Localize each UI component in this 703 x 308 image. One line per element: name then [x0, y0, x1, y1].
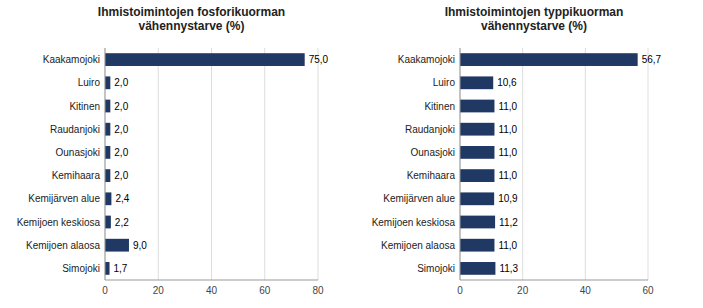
category-label: Simojoki — [417, 263, 455, 274]
grid-line — [211, 48, 212, 280]
bar — [460, 192, 494, 205]
bar — [460, 239, 494, 252]
category-label: Raudanjoki — [50, 124, 100, 135]
title-line: vähennystarve (%) — [481, 19, 587, 33]
bar — [105, 216, 111, 229]
bar — [105, 239, 129, 252]
bar — [460, 123, 494, 136]
data-label: 11,2 — [499, 217, 518, 228]
title-line: Ihmistoimintojen typpikuorman — [445, 5, 624, 19]
y-axis-line — [460, 48, 461, 280]
category-label: Kemijoen keskiosa — [372, 217, 456, 228]
y-axis-line — [105, 48, 106, 280]
data-label: 11,0 — [498, 101, 517, 112]
data-label: 2,0 — [114, 101, 128, 112]
category-label: Ounasjoki — [56, 147, 100, 158]
data-label: 1,7 — [114, 263, 128, 274]
bar — [105, 262, 110, 275]
bar — [105, 53, 305, 66]
data-label: 10,6 — [497, 77, 517, 88]
data-label: 11,0 — [498, 147, 517, 158]
category-label: Raudanjoki — [405, 124, 455, 135]
category-label: Kemijärven alue — [383, 193, 455, 204]
data-label: 2,0 — [114, 124, 128, 135]
category-label: Kemijoen alaosa — [381, 240, 455, 251]
category-label: Kaakamojoki — [43, 54, 100, 65]
figure: Ihmistoimintojen fosforikuormanvähennyst… — [0, 0, 703, 308]
data-label: 11,0 — [498, 124, 517, 135]
bar — [105, 146, 110, 159]
category-label: Ounasjoki — [411, 147, 455, 158]
tick-label: 20 — [517, 285, 529, 296]
tick-label: 20 — [153, 285, 165, 296]
tick-label: 60 — [259, 285, 271, 296]
bar — [460, 146, 494, 159]
bar — [460, 100, 494, 113]
tick-label: 80 — [312, 285, 324, 296]
grid-line — [264, 48, 265, 280]
bar — [460, 216, 495, 229]
bar — [105, 76, 110, 89]
grid-line — [158, 48, 159, 280]
bars — [105, 53, 305, 275]
category-label: Luiro — [78, 77, 101, 88]
grid-line — [318, 48, 319, 280]
category-label: Luiro — [433, 77, 456, 88]
data-label: 2,0 — [114, 170, 128, 181]
bar — [460, 169, 494, 182]
bar — [105, 169, 110, 182]
category-label: Kitinen — [424, 101, 455, 112]
category-label: Kitinen — [69, 101, 100, 112]
data-label: 75,0 — [309, 54, 329, 65]
chart-container: Ihmistoimintojen fosforikuormanvähennyst… — [0, 0, 703, 308]
panel: Ihmistoimintojen typpikuormanvähennystar… — [372, 5, 662, 296]
data-label: 11,0 — [498, 240, 517, 251]
tick-label: 0 — [102, 285, 108, 296]
data-label: 2,0 — [114, 147, 128, 158]
category-label: Kaakamojoki — [398, 54, 455, 65]
bar — [105, 123, 110, 136]
category-label: Kemijärven alue — [28, 193, 100, 204]
tick-label: 40 — [206, 285, 218, 296]
panel: Ihmistoimintojen fosforikuormanvähennyst… — [17, 5, 329, 296]
bar — [460, 262, 495, 275]
tick-label: 0 — [457, 285, 463, 296]
data-label: 2,2 — [115, 217, 129, 228]
data-label: 9,0 — [133, 240, 147, 251]
x-axis-line — [460, 280, 648, 281]
category-label: Kemihaara — [52, 170, 101, 181]
category-label: Kemijoen keskiosa — [17, 217, 101, 228]
category-label: Simojoki — [62, 263, 100, 274]
bar — [460, 76, 493, 89]
data-label: 2,0 — [114, 77, 128, 88]
data-label: 56,7 — [642, 54, 662, 65]
data-label: 10,9 — [498, 193, 518, 204]
title-line: Ihmistoimintojen fosforikuorman — [98, 5, 285, 19]
grid-line — [585, 48, 586, 280]
x-axis-line — [105, 280, 318, 281]
grid-line — [648, 48, 649, 280]
data-label: 11,3 — [499, 263, 518, 274]
tick-label: 60 — [642, 285, 654, 296]
grid-line — [522, 48, 523, 280]
data-label: 2,4 — [115, 193, 129, 204]
grid-line — [105, 48, 106, 280]
data-label: 11,0 — [498, 170, 517, 181]
bar — [460, 53, 638, 66]
grid-line — [460, 48, 461, 280]
title: Ihmistoimintojen fosforikuormanvähennyst… — [98, 5, 285, 33]
title: Ihmistoimintojen typpikuormanvähennystar… — [445, 5, 624, 33]
bar — [105, 192, 111, 205]
category-label: Kemijoen alaosa — [26, 240, 100, 251]
bar — [105, 100, 110, 113]
tick-label: 40 — [580, 285, 592, 296]
bars — [460, 53, 638, 275]
category-label: Kemihaara — [407, 170, 456, 181]
title-line: vähennystarve (%) — [138, 19, 244, 33]
